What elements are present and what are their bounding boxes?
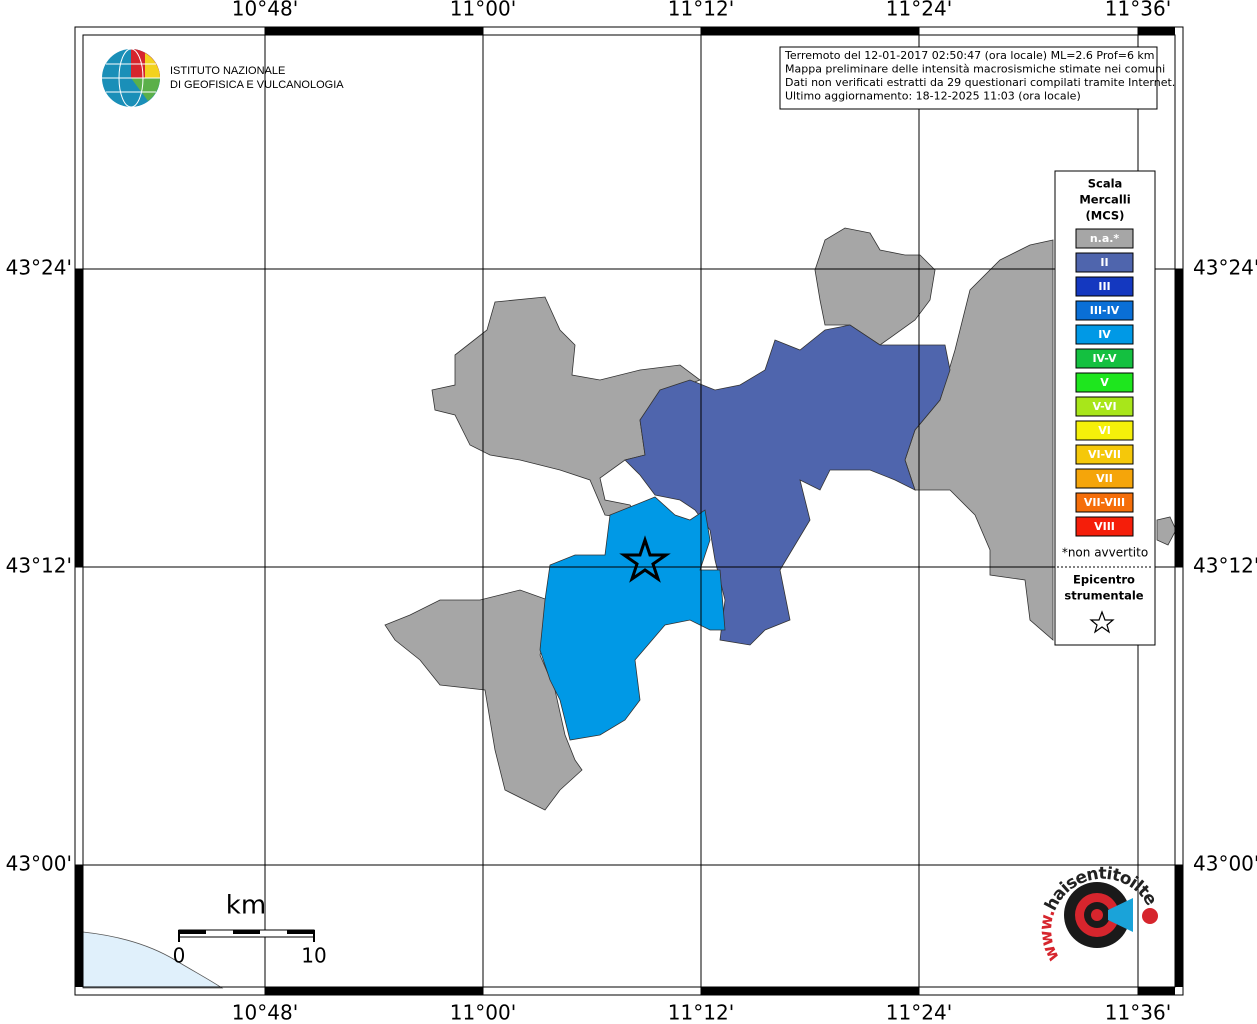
legend-label: II [1100,256,1108,269]
legend-label: n.a.* [1090,232,1120,245]
info-line: Mappa preliminare delle intensità macros… [785,63,1165,76]
legend-label: VII-VIII [1084,496,1125,509]
lat-label: 43°00' [1193,852,1257,876]
lat-label: 43°12' [1193,554,1257,578]
legend-swatch [1075,276,1134,297]
legend-label: V-VI [1092,400,1116,413]
info-line: Ultimo aggiornamento: 18-12-2025 11:03 (… [785,90,1081,103]
legend-swatch [1075,444,1134,465]
sea [82,931,224,989]
legend-swatch [1075,396,1134,417]
legend-swatch [1075,300,1134,321]
region [539,496,726,741]
legend-swatch [1075,348,1134,369]
info-line: Dati non verificati estratti da 29 quest… [785,76,1175,89]
legend-swatch [1075,228,1134,249]
lon-label: 11°24' [886,1001,952,1024]
coordinate-labels: 10°48' 10°48' 11°00' 11°00' 11°12' 11°12' 11°2… [6,0,1257,1024]
lon-label: 11°36' [1105,1001,1171,1024]
info-line: Terremoto del 12-01-2017 02:50:47 (ora l… [784,49,1155,62]
scale-bar: km 0 10 [173,891,327,968]
info-box [779,46,1158,110]
legend-label: V [1100,376,1109,389]
scale-start: 0 [173,944,186,968]
regions [384,227,1177,811]
logo-text: ISTITUTO NAZIONALE [170,65,285,77]
lon-label: 11°36' [1105,0,1171,21]
legend-label: VI [1098,424,1111,437]
legend-label: VI-VII [1088,448,1121,461]
legend-star [1089,610,1115,634]
lon-label: 10°48' [232,0,298,21]
lon-label: 10°48' [232,1001,298,1024]
epicenter-star [619,535,671,583]
lon-label: 11°24' [886,0,952,21]
legend-swatch [1075,324,1134,345]
legend-epicenter: Epicentro [1073,573,1135,587]
legend-label: VIII [1094,520,1115,533]
legend-title: Mercalli [1079,193,1130,207]
legend-label: IV [1098,328,1111,341]
legend-swatch [1075,516,1134,537]
lat-label: 43°24' [1193,256,1257,280]
legend-swatch [1075,420,1134,441]
scale-unit: km [226,891,266,921]
legend-swatch [1075,252,1134,273]
map-frame [74,26,1184,996]
legend: ScalaMercalli(MCS)n.a.*IIIIIIII-IVIVIV-V… [1062,177,1148,603]
legend-note: *non avvertito [1062,546,1148,560]
lon-label: 11°12' [668,0,734,21]
legend-label: VII [1096,472,1113,485]
lon-label: 11°00' [450,0,516,21]
ingv-logo: ISTITUTO NAZIONALE DI GEOFISICA E VULCAN… [102,48,344,108]
legend-title: (MCS) [1086,209,1125,223]
region [384,589,583,811]
info-lines: Terremoto del 12-01-2017 02:50:47 (ora l… [784,49,1175,103]
lat-label: 43°12' [6,554,72,578]
legend-label: III-IV [1090,304,1120,317]
lat-label: 43°00' [6,852,72,876]
legend-swatch [1075,372,1134,393]
lat-label: 43°24' [6,256,72,280]
legend-title: Scala [1088,177,1123,191]
region [814,227,936,346]
lon-label: 11°00' [450,1001,516,1024]
legend-swatch [1075,468,1134,489]
logo-text: DI GEOFISICA E VULCANOLOGIA [170,79,344,91]
legend-epicenter: strumentale [1064,589,1143,603]
lon-label: 11°12' [668,1001,734,1024]
legend-label: III [1098,280,1110,293]
scale-end: 10 [301,944,326,968]
legend-swatch [1075,492,1134,513]
legend-label: IV-V [1092,352,1117,365]
region [1156,516,1177,546]
